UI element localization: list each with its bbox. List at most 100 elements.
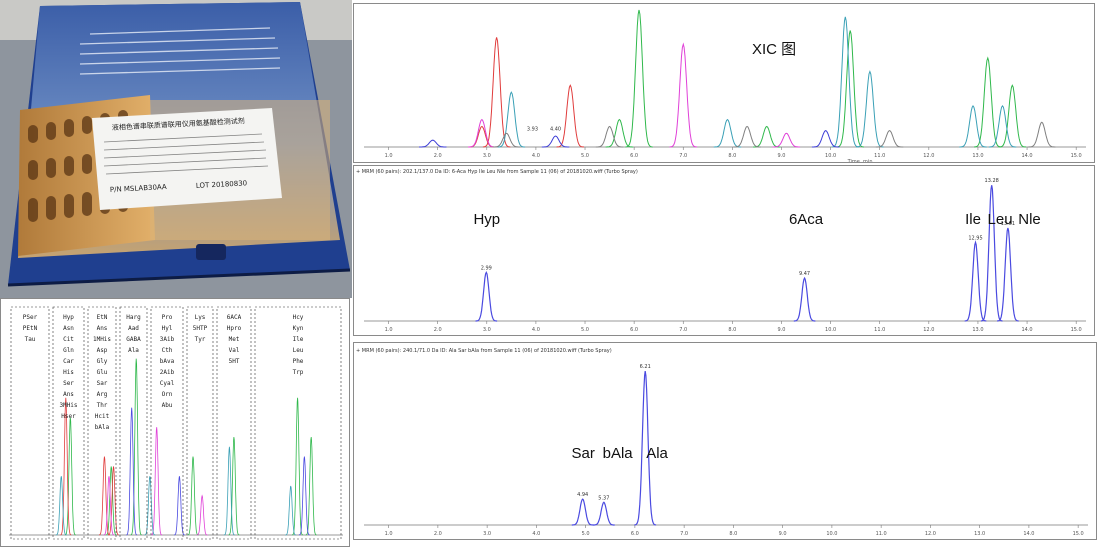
panel3-tick-label: 14.0 <box>1023 531 1034 537</box>
overview-compound-label: Thr <box>97 402 108 409</box>
panel2-peak-label: 12.95 <box>968 235 982 241</box>
overview-compound-label: GABA <box>126 336 141 343</box>
panel3-tick-label: 15.0 <box>1073 531 1084 537</box>
overview-compound-label: Hcy <box>293 314 304 321</box>
overview-compound-label: Ile <box>293 336 304 343</box>
panel2-compound-label: Leu <box>988 211 1013 228</box>
overview-compound-label: Phe <box>293 358 304 365</box>
panel3-peak <box>634 371 657 526</box>
xic-series-4-peak <box>733 125 761 148</box>
panel2-tick-label: 6.0 <box>630 327 638 333</box>
xic-peak-label: 3.93 <box>527 127 538 133</box>
overview-compound-label: 3MHis <box>59 402 77 409</box>
panel3-chart-svg: + MRM (60 pairs): 240.1/71.0 Da ID: Ala … <box>356 348 1088 537</box>
overview-compound-label: Ans <box>63 391 74 398</box>
panel2-peak <box>475 270 498 322</box>
panel2-tick-label: 8.0 <box>728 327 736 333</box>
xic-series-1-peak <box>973 56 1002 148</box>
xic-tick-label: 3.0 <box>483 153 491 159</box>
panel2-peak-label: 2.99 <box>481 265 492 271</box>
xic-series-3-peak <box>831 16 860 148</box>
xic-series-2-peak <box>468 118 496 148</box>
overview-compound-label: His <box>63 369 74 376</box>
overview-compound-label: Harg <box>126 314 141 321</box>
overview-peak <box>105 466 117 536</box>
overview-compound-label: Ser <box>63 380 74 387</box>
overview-peak <box>103 476 115 536</box>
overview-compound-label: Gly <box>97 358 108 365</box>
xic-chromatogram: XIC 图 1.0 2.0 3.0 4.0 5.0 6.0 7.0 8.0 9.0 10.0 11.… <box>353 3 1095 163</box>
panel2-peak-label: 13.28 <box>985 178 999 184</box>
xic-series-1-peak <box>836 30 865 148</box>
panel3-tick-label: 13.0 <box>974 531 985 537</box>
panel2-tick-label: 1.0 <box>385 327 393 333</box>
overview-group-box <box>186 306 214 540</box>
xic-series-1-peak <box>625 9 653 148</box>
panel2-tick-label: 2.0 <box>434 327 442 333</box>
overview-compound-label: Hpro <box>227 325 242 332</box>
xic-series-3-peak <box>856 70 884 148</box>
overview-peak <box>55 476 67 536</box>
product-label: 液相色谱串联质谱联用仪用氨基酸检测试剂 P/N MSLAB30AA LOT 20… <box>92 108 282 210</box>
xic-tick-label: 5.0 <box>581 153 589 159</box>
overview-compound-label: Cit <box>63 336 74 343</box>
panel3-tick-label: 1.0 <box>385 531 393 537</box>
overview-compound-label: 6ACA <box>227 314 242 321</box>
overview-compound-label: Hser <box>61 413 76 420</box>
panel2-tick-label: 15.0 <box>1071 327 1082 333</box>
panel3-tick-label: 10.0 <box>826 531 837 537</box>
overview-peak <box>107 466 120 536</box>
overview-peak <box>60 397 72 536</box>
xic-tick-label: 9.0 <box>778 153 786 159</box>
panel2-compound-label: Nle <box>1018 211 1041 228</box>
xic-chart-svg: XIC 图 1.0 2.0 3.0 4.0 5.0 6.0 7.0 8.0 9.0 10.0 11.… <box>364 9 1086 163</box>
panel2-compound-label: Hyp <box>473 211 500 228</box>
overview-compound-label: Hyl <box>162 325 173 332</box>
panel2-peak-label: 13.61 <box>1001 221 1015 227</box>
label-lot: LOT 20180830 <box>196 179 248 190</box>
panel3-tick-label: 5.0 <box>582 531 590 537</box>
overview-group-box <box>87 306 117 540</box>
xic-series-0-peak <box>482 37 511 148</box>
xic-series-2-peak <box>772 132 801 148</box>
xic-tick-label: 7.0 <box>679 153 687 159</box>
panel3-peak-label: 4.94 <box>577 492 588 498</box>
xic-series-2-peak <box>669 42 698 148</box>
overview-peak <box>291 397 304 536</box>
overview-compound-label: Aad <box>128 325 139 332</box>
overview-peak <box>305 436 317 536</box>
xic-tick-label: 8.0 <box>728 153 736 159</box>
panel2-peak-label: 9.47 <box>799 271 810 277</box>
xic-tick-label: 6.0 <box>630 153 638 159</box>
panel3-peak <box>571 498 594 526</box>
overview-compound-label: 5HT <box>229 358 240 365</box>
overview-compound-label: Hcit <box>95 413 110 420</box>
overview-peak <box>151 427 163 536</box>
overview-compound-label: Hyp <box>63 314 74 321</box>
mrm-panel-ala-sar-bala: + MRM (60 pairs): 240.1/71.0 Da ID: Ala … <box>353 342 1097 540</box>
xic-peak-label: 4.40 <box>550 127 561 133</box>
panel3-header: + MRM (60 pairs): 240.1/71.0 Da ID: Ala … <box>356 348 612 354</box>
xic-tick-label: 11.0 <box>874 153 885 159</box>
xic-title: XIC 图 <box>752 41 796 58</box>
xic-series-3-peak <box>959 104 987 148</box>
panel3-compound-label: bAla <box>603 445 634 462</box>
overview-compound-label: Glu <box>97 369 108 376</box>
overview-group-box <box>52 306 85 540</box>
overview-peak <box>130 358 142 536</box>
overview-group-box <box>119 306 148 540</box>
xic-series-3-peak <box>988 105 1017 148</box>
overview-compound-label: Pro <box>162 314 173 321</box>
panel2-peak <box>980 185 1003 322</box>
panel2-peak <box>964 240 987 322</box>
overview-compound-label: Asn <box>63 325 74 332</box>
overview-compound-label: EtN <box>97 314 108 321</box>
overview-compound-label: Leu <box>293 347 304 354</box>
overview-compound-label: Sar <box>97 380 108 387</box>
xic-x-axis-label: Time, min <box>847 159 873 163</box>
panel2-compound-label: Ile <box>965 211 981 228</box>
panel2-tick-label: 12.0 <box>923 327 934 333</box>
overview-compound-label: 2Aib <box>160 369 175 376</box>
panel2-tick-label: 9.0 <box>778 327 786 333</box>
overview-compound-label: Met <box>229 336 240 343</box>
